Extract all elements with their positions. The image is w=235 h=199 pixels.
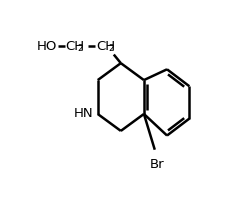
Text: HN: HN [74, 107, 94, 120]
Text: Br: Br [150, 158, 164, 171]
Text: CH: CH [65, 40, 84, 53]
Text: HO: HO [37, 40, 57, 53]
Text: 2: 2 [77, 44, 83, 53]
Text: 2: 2 [108, 44, 114, 53]
Text: CH: CH [96, 40, 115, 53]
